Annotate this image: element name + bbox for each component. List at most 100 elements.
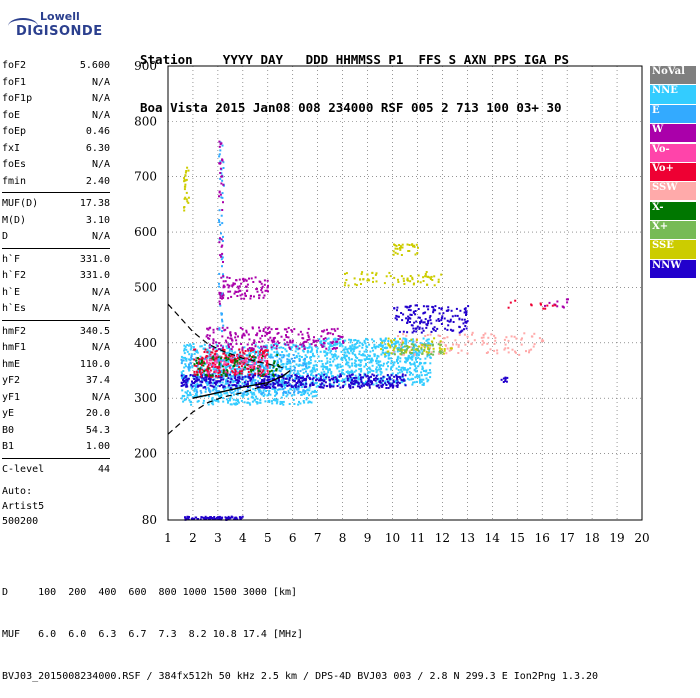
echo-point (327, 349, 330, 352)
echo-point (325, 376, 328, 379)
echo-point (234, 290, 237, 293)
echo-point (407, 279, 409, 282)
echo-point (226, 276, 229, 279)
station-header: Station YYYY DAY DDD HHMMSS P1 FFS S AXN… (140, 20, 569, 132)
echo-point (338, 375, 341, 378)
echo-point (359, 359, 361, 362)
echo-point (252, 281, 255, 283)
echo-point (209, 379, 212, 382)
echo-point (315, 374, 318, 377)
echo-point (222, 372, 225, 375)
echo-point (356, 385, 359, 388)
echo-point (221, 346, 224, 349)
echo-point (370, 357, 373, 360)
echo-point (199, 518, 202, 521)
echo-point (391, 382, 394, 385)
echo-point (220, 312, 223, 315)
echo-point (241, 378, 244, 381)
echo-point (395, 314, 398, 317)
echo-point (226, 371, 229, 374)
echo-point (364, 383, 367, 386)
echo-point (218, 380, 221, 383)
x-tick-label: 20 (634, 531, 649, 545)
echo-point (412, 310, 415, 313)
echo-point (293, 403, 296, 405)
echo-point (298, 383, 301, 386)
echo-point (455, 307, 458, 310)
echo-point (412, 311, 415, 314)
echo-point (241, 336, 244, 339)
echo-point (302, 400, 305, 402)
echo-point (445, 344, 447, 347)
echo-point (319, 342, 322, 345)
echo-point (218, 363, 221, 366)
echo-point (209, 384, 212, 387)
echo-point (209, 381, 212, 384)
echo-point (365, 337, 367, 340)
echo-point (206, 384, 209, 386)
echo-point (347, 361, 350, 364)
echo-point (427, 322, 430, 325)
echo-point (398, 375, 401, 378)
x-tick-label: 9 (364, 531, 372, 545)
echo-point (291, 385, 294, 388)
echo-point (454, 339, 457, 342)
echo-point (297, 377, 299, 380)
echo-point (387, 342, 390, 345)
echo-point (353, 382, 356, 385)
echo-point (234, 377, 237, 380)
echo-point (281, 402, 284, 405)
echo-point (365, 362, 367, 365)
echo-point (393, 243, 395, 246)
echo-point (322, 330, 325, 333)
echo-point (551, 304, 554, 307)
echo-point (245, 329, 248, 332)
echo-point (282, 392, 285, 394)
echo-point (443, 349, 446, 352)
echo-point (221, 192, 224, 195)
echo-point (423, 349, 426, 351)
echo-point (211, 397, 214, 400)
echo-point (302, 389, 305, 392)
echo-point (412, 363, 415, 366)
echo-point (394, 247, 397, 250)
echo-point (426, 380, 429, 383)
echo-point (293, 380, 296, 383)
echo-point (420, 374, 423, 377)
echo-point (314, 389, 316, 392)
echo-point (353, 377, 356, 380)
echo-point (376, 373, 379, 376)
echo-point (252, 391, 255, 394)
echo-point (218, 395, 221, 398)
echo-point (340, 343, 343, 346)
echo-point (216, 381, 218, 384)
echo-point (184, 196, 187, 199)
echo-point (197, 361, 200, 364)
param-name: h`F (2, 253, 21, 265)
echo-point (384, 380, 387, 383)
echo-point (339, 373, 342, 376)
echo-point (211, 356, 214, 359)
echo-point (302, 390, 305, 393)
echo-point (403, 353, 405, 356)
echo-point (432, 311, 435, 314)
echo-point (221, 295, 224, 298)
x-tick-label: 19 (609, 531, 624, 545)
echo-point (273, 360, 276, 363)
echo-point (331, 342, 334, 345)
echo-point (265, 387, 268, 389)
echo-point (288, 346, 291, 349)
echo-point (334, 350, 337, 353)
echo-point (324, 350, 327, 353)
echo-point (286, 374, 289, 377)
echo-point (195, 516, 198, 519)
echo-point (286, 341, 289, 344)
echo-point (395, 374, 398, 377)
echo-point (353, 370, 356, 373)
echo-point (206, 361, 208, 364)
echo-point (253, 399, 256, 402)
param-name: hmF1 (2, 342, 27, 353)
echo-point (324, 340, 327, 342)
echo-point (227, 361, 230, 364)
echo-point (224, 516, 227, 519)
